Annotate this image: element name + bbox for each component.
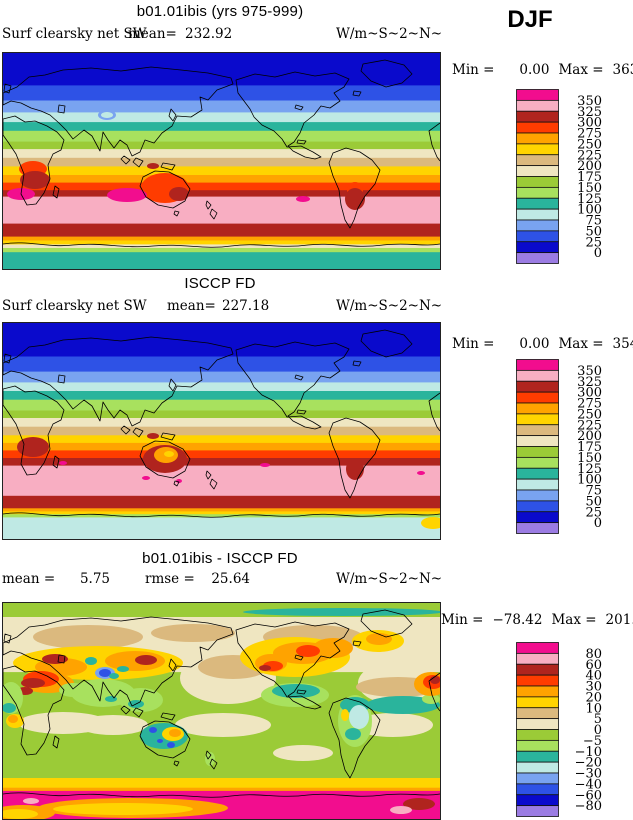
mean-label: mean= bbox=[167, 298, 216, 314]
mean-value: 227.18 bbox=[222, 298, 270, 314]
season-label: DJF bbox=[507, 6, 553, 33]
svg-text:25: 25 bbox=[585, 505, 602, 520]
svg-text:225: 225 bbox=[577, 418, 602, 433]
min-label: Min = bbox=[441, 612, 484, 628]
max-value: 201.09 bbox=[605, 612, 633, 628]
mean-label: mean = bbox=[2, 571, 56, 587]
svg-text:300: 300 bbox=[577, 116, 602, 131]
mean-value: 232.92 bbox=[185, 26, 233, 42]
panel-title: ISCCP FD bbox=[184, 275, 256, 292]
svg-text:125: 125 bbox=[577, 192, 602, 207]
panel-obs: ISCCP FD Surf clearsky net SW mean= 227.… bbox=[0, 272, 633, 545]
svg-text:0: 0 bbox=[594, 246, 602, 261]
panel-title: b01.01ibis - ISCCP FD bbox=[142, 550, 298, 567]
svg-text:0: 0 bbox=[594, 723, 602, 738]
map-obs bbox=[2, 322, 441, 540]
svg-text:150: 150 bbox=[577, 181, 602, 196]
max-label: Max = bbox=[558, 336, 604, 352]
svg-text:25: 25 bbox=[585, 235, 602, 250]
svg-text:−80: −80 bbox=[575, 799, 602, 814]
units-label: W/m~S~2~N~ bbox=[336, 571, 443, 587]
min-value: −78.42 bbox=[492, 612, 543, 628]
svg-text:50: 50 bbox=[585, 494, 602, 509]
svg-text:100: 100 bbox=[577, 473, 602, 488]
svg-text:275: 275 bbox=[577, 397, 602, 412]
max-value: 354.73 bbox=[612, 336, 633, 352]
svg-text:150: 150 bbox=[577, 451, 602, 466]
mean-value: 5.75 bbox=[79, 571, 110, 587]
svg-text:40: 40 bbox=[585, 669, 602, 684]
mean-label: mean= bbox=[128, 26, 177, 42]
svg-text:50: 50 bbox=[585, 224, 602, 239]
rmse-label: rmse = bbox=[145, 571, 195, 587]
minmax-row: Min = 0.00 Max = 363.24 bbox=[452, 62, 633, 78]
panel-diff: b01.01ibis - ISCCP FD mean = 5.75 rmse =… bbox=[0, 545, 633, 820]
panel-model: b01.01ibis (yrs 975-999) Surf clearsky n… bbox=[0, 0, 633, 272]
panel-subtitle-row: mean = 5.75 rmse = 25.64 W/m~S~2~N~ bbox=[0, 571, 460, 589]
panel-title: b01.01ibis (yrs 975-999) bbox=[136, 3, 304, 20]
units-label: W/m~S~2~N~ bbox=[336, 298, 443, 314]
min-label: Min = bbox=[452, 336, 495, 352]
max-label: Max = bbox=[551, 612, 597, 628]
svg-text:350: 350 bbox=[577, 94, 602, 109]
svg-text:100: 100 bbox=[577, 203, 602, 218]
svg-text:75: 75 bbox=[585, 214, 602, 229]
units-label: W/m~S~2~N~ bbox=[336, 26, 443, 42]
svg-text:250: 250 bbox=[577, 137, 602, 152]
variable-label: Surf clearsky net SW bbox=[2, 26, 147, 42]
svg-text:−60: −60 bbox=[575, 788, 602, 803]
rmse-value: 25.64 bbox=[211, 571, 250, 587]
map-model bbox=[2, 52, 441, 270]
svg-text:10: 10 bbox=[585, 701, 602, 716]
svg-text:350: 350 bbox=[577, 364, 602, 379]
svg-text:225: 225 bbox=[577, 148, 602, 163]
svg-text:200: 200 bbox=[577, 429, 602, 444]
svg-text:−20: −20 bbox=[575, 756, 602, 771]
minmax-row: Min = −78.42 Max = 201.09 bbox=[441, 612, 633, 628]
svg-text:−40: −40 bbox=[575, 777, 602, 792]
svg-text:250: 250 bbox=[577, 407, 602, 422]
svg-text:−10: −10 bbox=[575, 745, 602, 760]
svg-text:5: 5 bbox=[594, 712, 602, 727]
svg-text:−30: −30 bbox=[575, 767, 602, 782]
svg-text:20: 20 bbox=[585, 690, 602, 705]
svg-text:325: 325 bbox=[577, 105, 602, 120]
svg-text:0: 0 bbox=[594, 516, 602, 531]
min-label: Min = bbox=[452, 62, 495, 78]
svg-text:80: 80 bbox=[585, 647, 602, 662]
panel-subtitle-row: Surf clearsky net SW mean= 227.18 W/m~S~… bbox=[0, 298, 460, 316]
svg-text:125: 125 bbox=[577, 462, 602, 477]
svg-text:30: 30 bbox=[585, 680, 602, 695]
svg-text:325: 325 bbox=[577, 375, 602, 390]
svg-text:300: 300 bbox=[577, 386, 602, 401]
variable-label: Surf clearsky net SW bbox=[2, 298, 147, 314]
svg-text:275: 275 bbox=[577, 127, 602, 142]
svg-text:175: 175 bbox=[577, 170, 602, 185]
minmax-row: Min = 0.00 Max = 354.73 bbox=[452, 336, 633, 352]
min-value: 0.00 bbox=[519, 336, 550, 352]
svg-text:175: 175 bbox=[577, 440, 602, 455]
svg-text:−5: −5 bbox=[583, 734, 602, 749]
svg-text:75: 75 bbox=[585, 484, 602, 499]
max-label: Max = bbox=[558, 62, 604, 78]
svg-text:60: 60 bbox=[585, 658, 602, 673]
panel-subtitle-row: Surf clearsky net SW mean= 232.92 W/m~S~… bbox=[0, 26, 460, 44]
svg-text:200: 200 bbox=[577, 159, 602, 174]
max-value: 363.24 bbox=[612, 62, 633, 78]
map-diff bbox=[2, 602, 441, 820]
min-value: 0.00 bbox=[519, 62, 550, 78]
